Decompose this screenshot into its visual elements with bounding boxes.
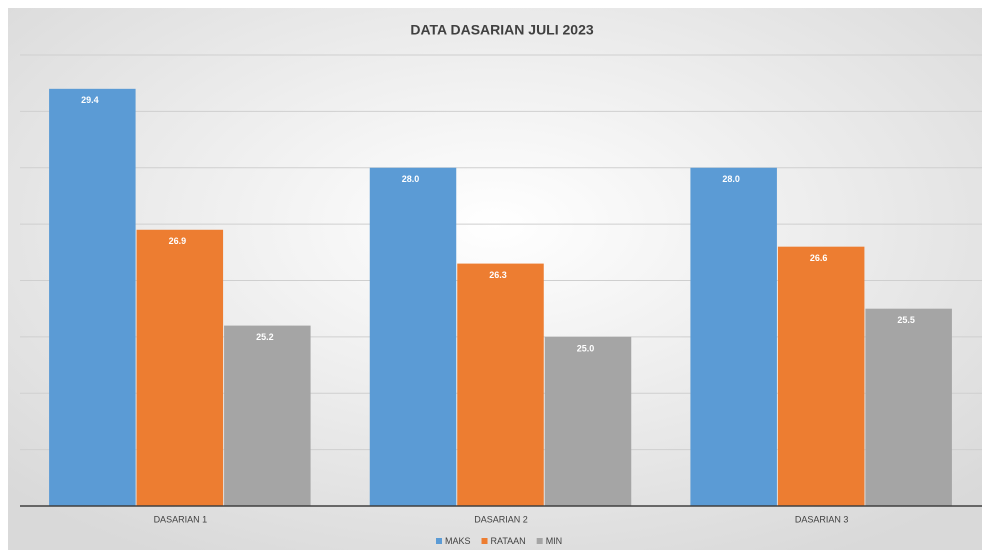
data-label: 28.0 (722, 174, 740, 184)
legend-swatch (481, 538, 488, 544)
legend-label: MIN (546, 536, 563, 546)
x-tick-label: DASARIAN 1 (154, 514, 208, 524)
bar (136, 229, 224, 506)
legend-swatch (536, 538, 543, 544)
legend-label: MAKS (445, 536, 471, 546)
bar (224, 325, 311, 506)
x-tick-label: DASARIAN 3 (795, 514, 849, 524)
data-label: 29.4 (81, 95, 99, 105)
chart-title: DATA DASARIAN JULI 2023 (410, 22, 594, 38)
bar (690, 167, 777, 506)
bar (777, 246, 865, 507)
data-label: 26.6 (810, 253, 828, 263)
x-tick-label: DASARIAN 2 (474, 514, 528, 524)
legend-swatch (436, 538, 442, 544)
data-label: 25.0 (577, 343, 595, 353)
bar (457, 263, 544, 506)
bar (865, 308, 952, 506)
data-label: 25.2 (256, 332, 274, 342)
legend-label: RATAAN (491, 536, 526, 546)
bar (49, 88, 136, 506)
data-label: 28.0 (402, 174, 420, 184)
bar (369, 167, 457, 506)
data-label: 26.9 (169, 236, 187, 246)
bar (544, 336, 632, 506)
data-label: 25.5 (897, 315, 915, 325)
data-label: 26.3 (489, 270, 507, 280)
